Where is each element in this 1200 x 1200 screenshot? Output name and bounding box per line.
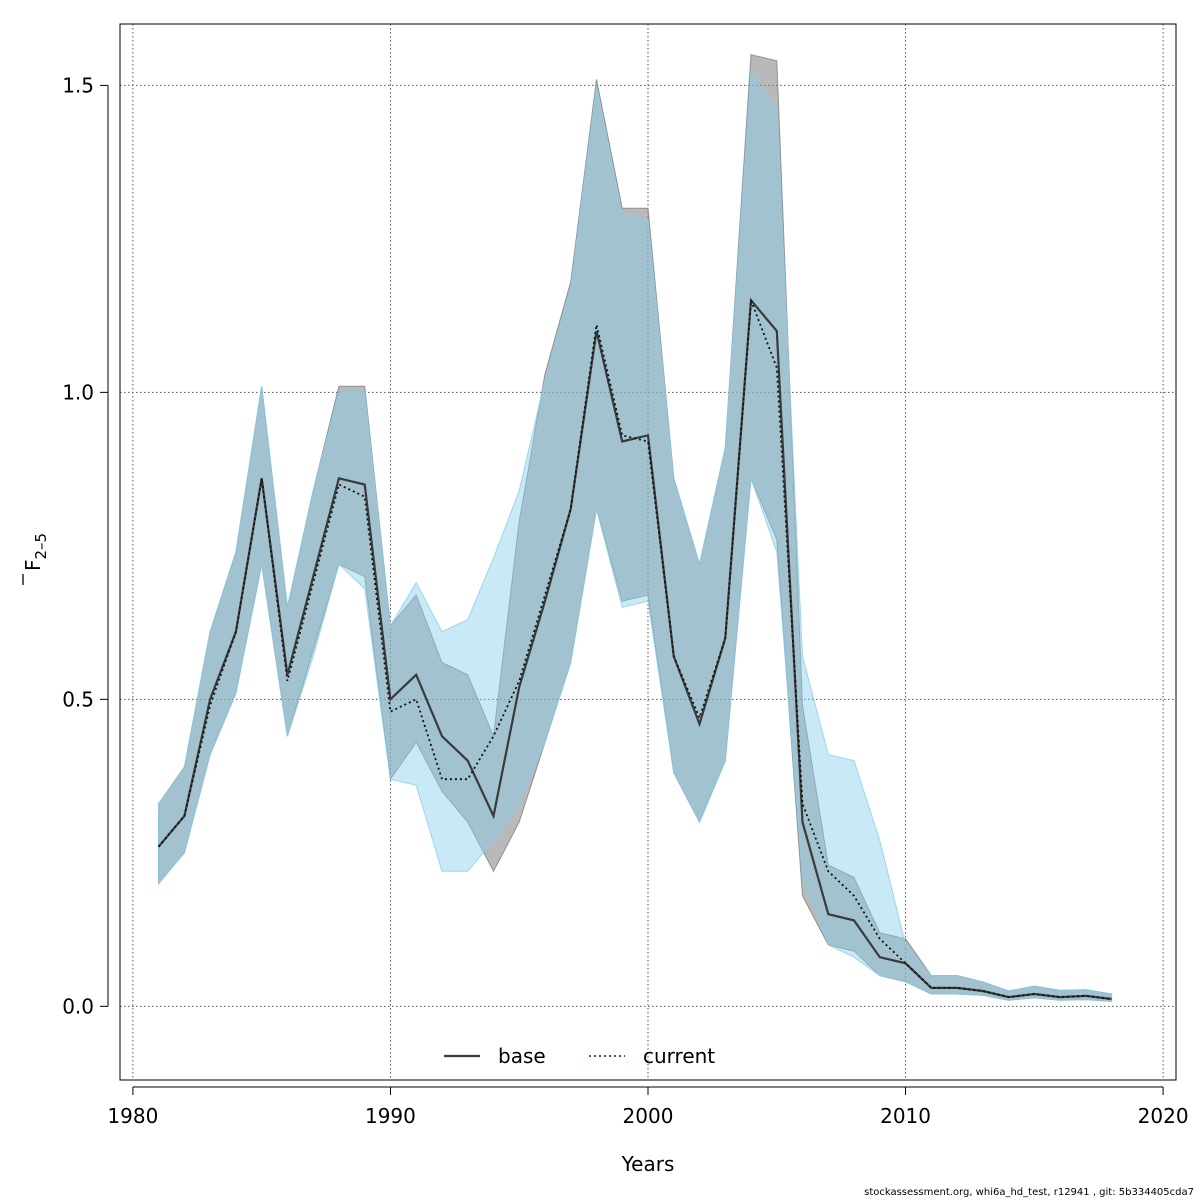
x-tick-label: 1990	[365, 1104, 416, 1128]
legend-label-base: base	[498, 1044, 546, 1068]
y-axis-title-main: F	[21, 560, 45, 572]
series-line-current	[157, 299, 1112, 1000]
legend-label-current: current	[643, 1044, 715, 1068]
x-axis: 1980 1990 2000 2010 2020	[107, 1086, 1189, 1128]
y-axis: 0.0 0.5 1.0 1.5	[62, 73, 109, 1018]
y-tick-label: 1.0	[62, 380, 94, 404]
x-tick-label: 2010	[880, 1104, 931, 1128]
legend: base current	[444, 1044, 715, 1068]
y-tick-label: 0.0	[62, 994, 94, 1018]
x-axis-title: Years	[621, 1152, 675, 1176]
footer-credit: stockassessment.org, whi6a_hd_test, r129…	[864, 1187, 1194, 1198]
y-axis-title-subscript: 2–5	[32, 533, 50, 560]
y-axis-title-text: F2–5	[21, 533, 50, 571]
x-tick-label: 2020	[1138, 1104, 1189, 1128]
confidence-bands	[158, 54, 1113, 1002]
x-tick-label: 1980	[107, 1104, 158, 1128]
y-tick-label: 0.5	[62, 687, 94, 711]
confidence-band-current	[158, 71, 1113, 1002]
y-axis-title: F2–5	[21, 533, 50, 585]
plot-border	[119, 23, 1177, 1081]
y-tick-label: 1.5	[62, 73, 94, 97]
x-tick-label: 2000	[623, 1104, 674, 1128]
series-lines	[157, 297, 1112, 1001]
